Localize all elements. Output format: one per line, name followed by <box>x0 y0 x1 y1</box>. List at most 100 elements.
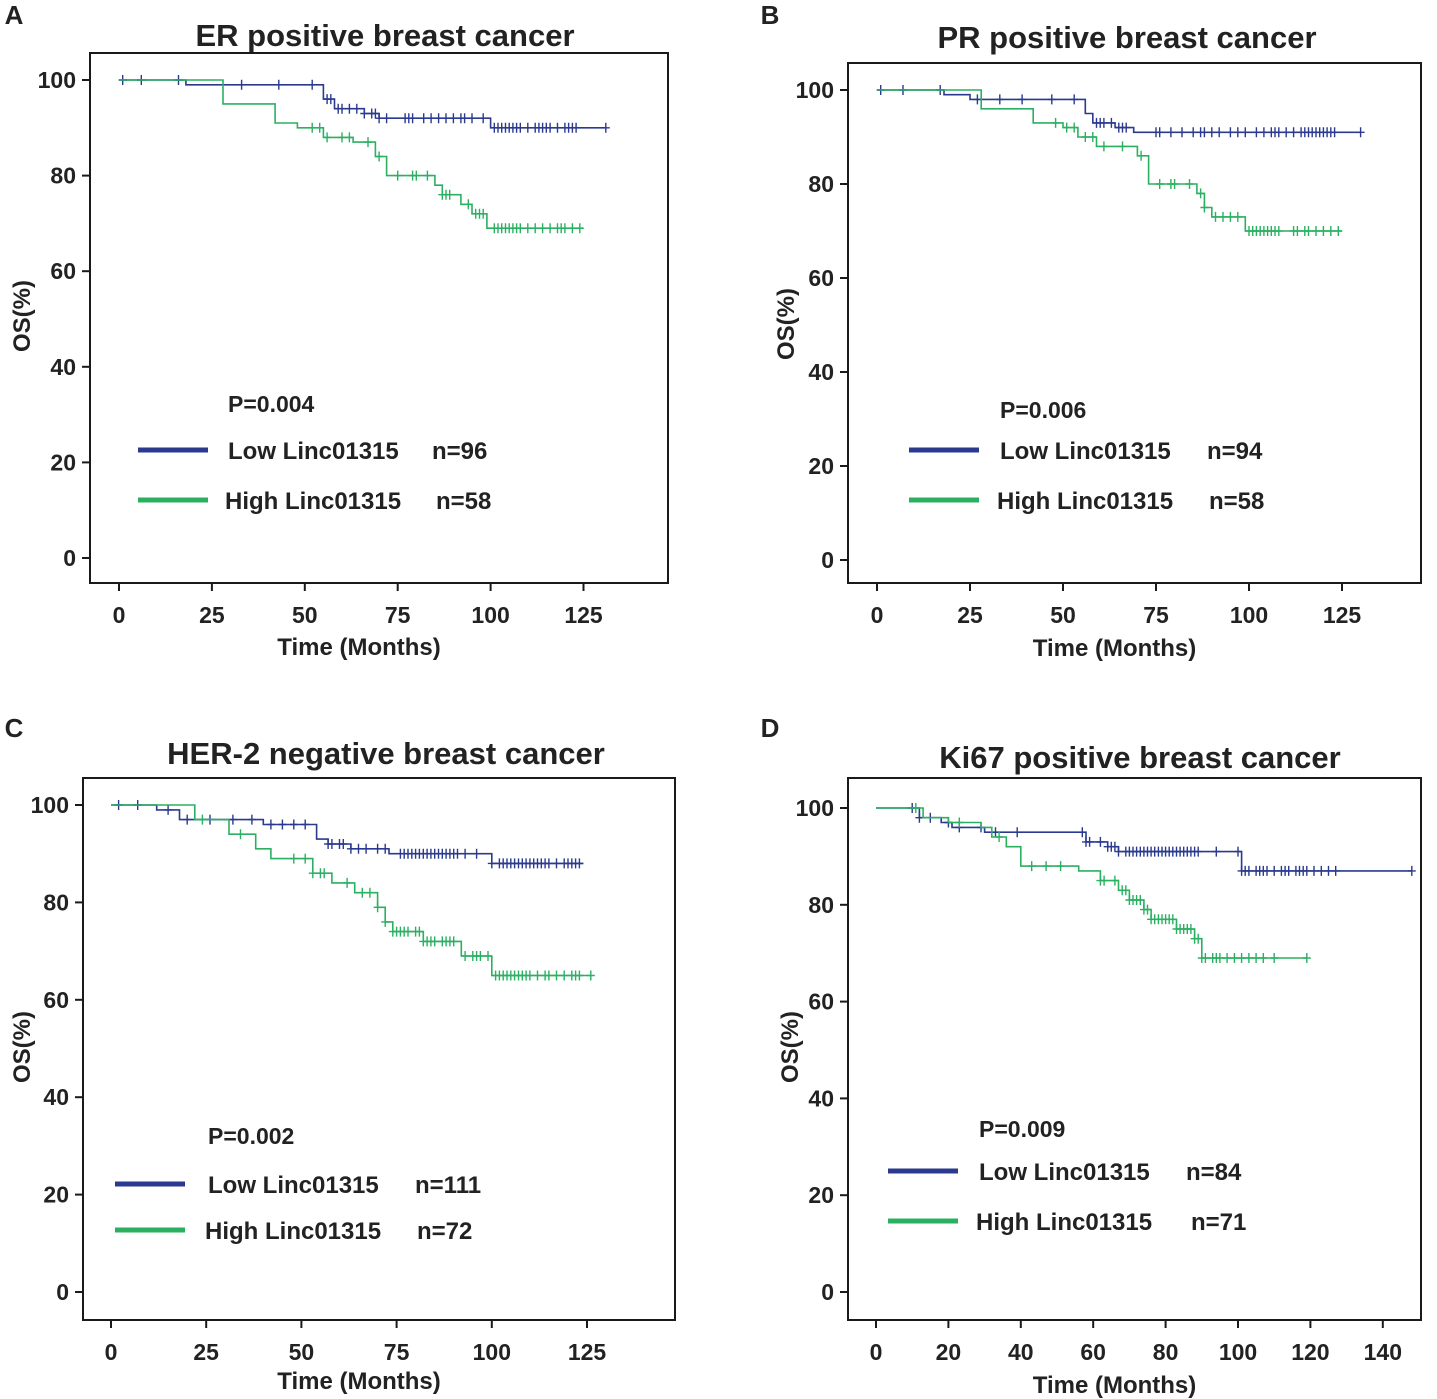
x-tick-label: 100 <box>1230 602 1268 628</box>
chart-title: HER-2 negative breast cancer <box>167 736 605 771</box>
censor-mark <box>525 970 534 981</box>
x-tick-label: 0 <box>870 1339 883 1365</box>
censor-mark <box>1215 953 1224 963</box>
censor-mark <box>354 843 363 854</box>
censor-mark <box>375 113 384 124</box>
censor-mark <box>1110 841 1119 852</box>
censor-mark <box>1274 226 1283 236</box>
censor-mark <box>301 819 310 830</box>
censor-mark <box>476 951 485 961</box>
y-tick-label: 40 <box>808 1085 834 1111</box>
censor-mark <box>1096 836 1105 847</box>
censor-mark <box>1215 127 1224 138</box>
legend-n-low: n=94 <box>1207 438 1263 465</box>
censor-mark <box>601 122 610 133</box>
x-tick-label: 75 <box>1143 602 1169 628</box>
y-tick-label: 80 <box>50 163 76 189</box>
censor-mark <box>1200 127 1209 138</box>
legend-label-low: Low Linc01315 <box>208 1172 379 1199</box>
censor-mark <box>198 814 207 825</box>
censor-mark <box>575 223 584 234</box>
survival-curve-high <box>111 804 591 977</box>
legend-n-high: n=72 <box>417 1218 472 1245</box>
censor-mark <box>1226 211 1235 222</box>
legend-label-low: Low Linc01315 <box>1000 438 1171 465</box>
censor-mark <box>523 122 532 133</box>
censor-mark <box>1051 117 1060 128</box>
censor-mark <box>1219 211 1227 222</box>
censor-mark <box>434 113 443 124</box>
censor-mark <box>1284 865 1293 876</box>
censor-mark <box>1252 127 1261 138</box>
censor-mark <box>1047 94 1056 105</box>
censor-mark <box>345 103 354 114</box>
censor-mark <box>1263 865 1271 876</box>
legend-label-high: High Linc01315 <box>976 1209 1152 1236</box>
x-tick-label: 0 <box>105 1339 118 1365</box>
censor-mark <box>375 151 384 162</box>
censor-mark <box>1155 127 1164 138</box>
censor-mark <box>1211 211 1220 222</box>
km-panel-b: B PR positive breast cancer 0 25 50 75 100 125 0… <box>761 0 1422 662</box>
y-tick-label: 100 <box>31 792 69 818</box>
x-tick-label: 50 <box>292 602 318 628</box>
censor-mark <box>449 936 458 947</box>
p-value-label: P=0.004 <box>228 391 315 417</box>
series-low-linc01315 <box>118 75 610 133</box>
censor-mark <box>1312 226 1320 236</box>
km-panel-d: D Ki67 positive breast cancer 0 20 40 60 80 100… <box>761 713 1422 1399</box>
censor-mark <box>586 970 595 981</box>
censor-mark <box>183 814 192 825</box>
censor-mark <box>381 843 390 854</box>
censor-mark <box>415 926 424 937</box>
censor-mark <box>568 223 577 234</box>
survival-curve-high <box>119 79 584 229</box>
censor-mark <box>338 103 346 114</box>
censor-mark <box>358 887 367 898</box>
chart-title: PR positive breast cancer <box>937 20 1316 55</box>
censor-mark <box>516 122 525 133</box>
censor-mark <box>1110 875 1119 886</box>
series-high-linc01315 <box>877 89 1343 236</box>
x-tick-label: 75 <box>384 1339 410 1365</box>
censor-mark <box>449 113 458 124</box>
censor-mark <box>552 970 561 981</box>
censor-mark <box>544 858 553 869</box>
censor-mark <box>468 113 476 124</box>
p-value-label: P=0.002 <box>208 1123 294 1149</box>
censor-mark <box>1185 179 1194 189</box>
censor-mark <box>1136 895 1145 905</box>
y-tick-label: 0 <box>821 1279 834 1305</box>
censor-mark <box>1100 875 1109 886</box>
censor-mark <box>345 132 354 143</box>
censor-mark <box>453 848 462 859</box>
censor-mark <box>538 223 547 234</box>
censor-mark <box>338 132 346 143</box>
censor-mark <box>1233 211 1242 222</box>
censor-mark <box>484 951 492 961</box>
series-low-linc01315 <box>876 85 1365 138</box>
km-panel-a: A ER positive breast cancer 0 25 50 75 100 125 0… <box>5 0 669 661</box>
panel-letter: B <box>761 0 780 30</box>
legend-label-low: Low Linc01315 <box>979 1159 1150 1186</box>
censor-mark <box>1319 226 1328 236</box>
y-tick-label: 0 <box>821 547 834 573</box>
censor-mark <box>1194 933 1203 944</box>
censor-mark <box>1056 861 1065 872</box>
x-tick-label: 25 <box>193 1339 219 1365</box>
x-tick-label: 50 <box>289 1339 315 1365</box>
survival-curve-low <box>111 804 584 865</box>
censor-mark <box>442 113 450 124</box>
chart-title: ER positive breast cancer <box>195 18 574 53</box>
censor-mark <box>237 79 246 90</box>
legend-label-low: Low Linc01315 <box>228 438 399 465</box>
x-axis-label: Time (Months) <box>1033 635 1197 662</box>
censor-mark <box>472 848 481 859</box>
censor-mark <box>1118 141 1127 152</box>
y-tick-label: 20 <box>808 1182 834 1208</box>
series-low-linc01315 <box>876 803 1416 876</box>
panel-letter: D <box>761 713 780 743</box>
censor-mark <box>362 843 371 854</box>
censor-mark <box>1407 865 1416 876</box>
